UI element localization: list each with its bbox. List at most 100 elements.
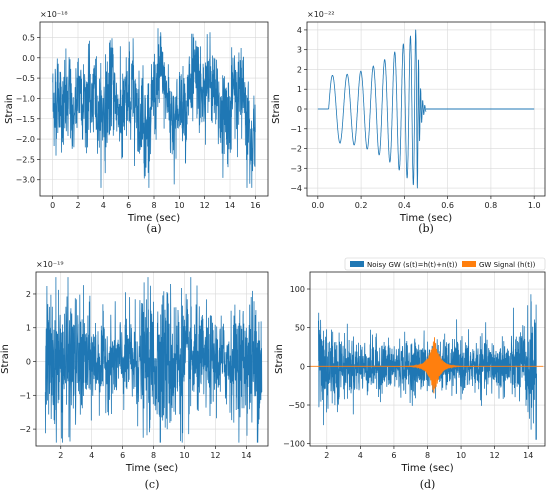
legend-swatch-signal xyxy=(462,261,476,267)
y-tick-label: −2 xyxy=(19,425,31,434)
x-tick-label: 10 xyxy=(179,451,189,460)
subfigure-caption: (c) xyxy=(145,478,160,491)
y-tick-label: −3 xyxy=(290,164,302,173)
y-tick-label: 1 xyxy=(26,324,31,333)
legend: Noisy GW (s(t)=h(t)+n(t)) GW Signal (h(t)… xyxy=(344,257,546,271)
x-axis-label: Time (sec) xyxy=(400,463,453,474)
y-axis-b: −4 −3 −2 −1 0 1 2 3 4 xyxy=(290,26,307,193)
x-tick-label: 14 xyxy=(241,451,251,460)
x-axis-a: 0 2 4 6 8 10 12 14 16 xyxy=(50,196,260,210)
y-tick-label: −3.0 xyxy=(16,176,35,185)
y-tick-label: 3 xyxy=(297,46,302,55)
y-tick-label: 50 xyxy=(295,324,305,333)
subfigure-caption: (a) xyxy=(146,222,161,235)
sci-offset-label: ×10⁻²² xyxy=(307,10,335,19)
x-axis-c: 2 4 6 8 10 12 14 xyxy=(58,446,251,460)
y-tick-label: 0 xyxy=(26,358,31,367)
x-tick-label: 1.0 xyxy=(528,201,541,210)
x-axis-d: 2 4 6 8 10 12 14 xyxy=(324,446,533,460)
chart-panel-b: 0.0 0.2 0.4 0.6 0.8 1.0 −4 −3 −2 −1 0 1 2 3 4 Time (sec… xyxy=(271,10,546,235)
y-tick-label: 0 xyxy=(300,362,305,371)
y-tick-label: 100 xyxy=(290,285,305,294)
legend-label-signal: GW Signal (h(t)) xyxy=(479,261,536,269)
x-tick-label: 0 xyxy=(50,201,55,210)
signal-series-line xyxy=(310,337,544,394)
x-tick-label: 16 xyxy=(250,201,260,210)
legend-label-noisy: Noisy GW (s(t)=h(t)+n(t)) xyxy=(367,261,458,269)
y-tick-label: −0.5 xyxy=(16,74,35,83)
x-tick-label: 6 xyxy=(126,201,131,210)
x-axis-label: Time (sec) xyxy=(125,463,178,474)
plot-area-a xyxy=(52,28,256,188)
series-line xyxy=(52,28,256,188)
x-tick-label: 10 xyxy=(174,201,184,210)
series-line xyxy=(44,277,263,443)
x-tick-label: 12 xyxy=(200,201,210,210)
x-tick-label: 8 xyxy=(151,201,156,210)
y-tick-label: −1.5 xyxy=(16,115,35,124)
y-tick-label: −2.0 xyxy=(16,135,35,144)
y-axis-label: Strain xyxy=(4,94,15,124)
y-tick-label: 1 xyxy=(297,85,302,94)
x-tick-label: 14 xyxy=(523,451,533,460)
x-tick-label: 14 xyxy=(225,201,235,210)
y-axis-label: Strain xyxy=(274,344,285,374)
x-tick-label: 2 xyxy=(58,451,63,460)
y-axis-a: −3.0 −2.5 −2.0 −1.5 −1.0 −0.5 0.0 0.5 xyxy=(16,33,40,185)
x-tick-label: 4 xyxy=(101,201,106,210)
x-tick-label: 8 xyxy=(151,451,156,460)
x-tick-label: 2 xyxy=(324,451,329,460)
chart-panel-d: 2 4 6 8 10 12 14 −100 −50 0 50 100 Time (sec) Strain (… xyxy=(274,257,546,491)
y-tick-label: 0.5 xyxy=(22,33,35,42)
y-tick-label: 0 xyxy=(297,105,302,114)
x-tick-label: 8 xyxy=(425,451,430,460)
plot-area-c xyxy=(44,277,263,443)
y-tick-label: −1.0 xyxy=(16,94,35,103)
grid-a xyxy=(40,22,268,196)
y-tick-label: 2 xyxy=(297,65,302,74)
y-tick-label: 2 xyxy=(26,290,31,299)
y-axis-d: −100 −50 0 50 100 xyxy=(283,285,310,449)
y-tick-label: −4 xyxy=(290,184,302,193)
y-tick-label: 4 xyxy=(297,26,302,35)
chart-panel-a: 0 2 4 6 8 10 12 14 16 −3.0 −2.5 −2.0 −1.5 −1.0 −0.5 0.0… xyxy=(4,10,269,235)
x-tick-label: 12 xyxy=(210,451,220,460)
x-axis-label: Time (sec) xyxy=(399,213,452,224)
x-tick-label: 0.8 xyxy=(485,201,498,210)
x-tick-label: 6 xyxy=(391,451,396,460)
y-tick-label: −2.5 xyxy=(16,155,35,164)
x-tick-label: 0.2 xyxy=(355,201,368,210)
y-tick-label: −50 xyxy=(288,401,305,410)
y-tick-label: −100 xyxy=(283,440,305,449)
x-tick-label: 12 xyxy=(490,451,500,460)
y-tick-label: −1 xyxy=(290,125,302,134)
x-tick-label: 4 xyxy=(89,451,94,460)
subfigure-caption: (d) xyxy=(420,478,436,491)
sci-offset-label: ×10⁻¹⁸ xyxy=(40,10,68,19)
axes-frame xyxy=(35,271,269,447)
x-axis-label: Time (sec) xyxy=(127,213,180,224)
chirp-waveform xyxy=(328,29,427,189)
x-tick-label: 0.4 xyxy=(398,201,411,210)
y-tick-label: −2 xyxy=(290,145,302,154)
plot-area-d xyxy=(310,294,544,440)
legend-box xyxy=(344,257,546,271)
sci-offset-label: ×10⁻¹⁹ xyxy=(36,260,64,269)
x-tick-label: 10 xyxy=(456,451,466,460)
x-tick-label: 6 xyxy=(120,451,125,460)
x-tick-label: 4 xyxy=(358,451,363,460)
x-tick-label: 0.6 xyxy=(441,201,454,210)
y-axis-c: −2 −1 0 1 2 xyxy=(19,290,36,434)
y-tick-label: 0.0 xyxy=(22,54,35,63)
plot-area-b xyxy=(317,29,535,189)
x-tick-label: 2 xyxy=(75,201,80,210)
y-axis-label: Strain xyxy=(0,344,11,374)
y-tick-label: −1 xyxy=(19,391,31,400)
x-axis-b: 0.0 0.2 0.4 0.6 0.8 1.0 xyxy=(311,196,541,210)
legend-swatch-noisy xyxy=(350,261,364,267)
y-axis-label: Strain xyxy=(271,94,282,124)
subfigure-caption: (b) xyxy=(418,222,434,235)
x-tick-label: 0.0 xyxy=(311,201,324,210)
